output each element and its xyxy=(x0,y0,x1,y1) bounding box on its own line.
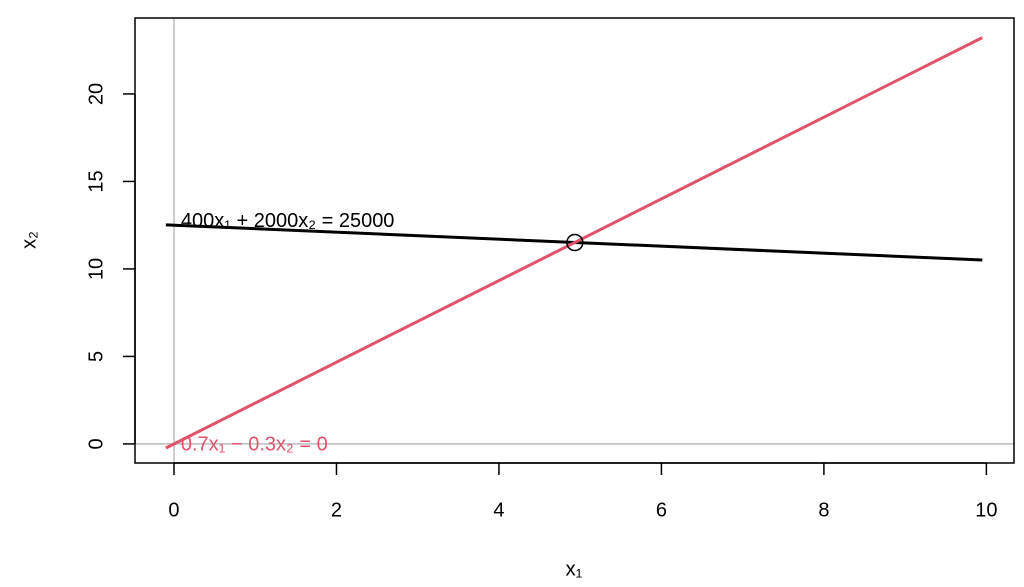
x-tick-label: 8 xyxy=(818,499,829,521)
x-tick-label: 2 xyxy=(331,499,342,521)
line-label: 400x₁ + 2000x₂ = 25000 xyxy=(181,210,395,232)
x-tick-label: 10 xyxy=(975,499,997,521)
line xyxy=(165,36,983,450)
x-axis-label: x₁ xyxy=(566,558,583,580)
line-label: 0.7x₁ − 0.3x₂ = 0 xyxy=(181,433,328,455)
y-tick-label: 20 xyxy=(85,83,107,105)
y-tick-label: 10 xyxy=(85,258,107,280)
y-axis-label: x₂ xyxy=(18,231,40,249)
y-tick-label: 15 xyxy=(85,170,107,192)
intersection-point xyxy=(566,233,584,252)
x-tick-label: 6 xyxy=(656,499,667,521)
x-tick-label: 4 xyxy=(493,499,504,521)
x-tick-label: 0 xyxy=(168,499,179,521)
y-tick-label: 5 xyxy=(85,351,107,362)
y-tick-label: 0 xyxy=(85,438,107,449)
